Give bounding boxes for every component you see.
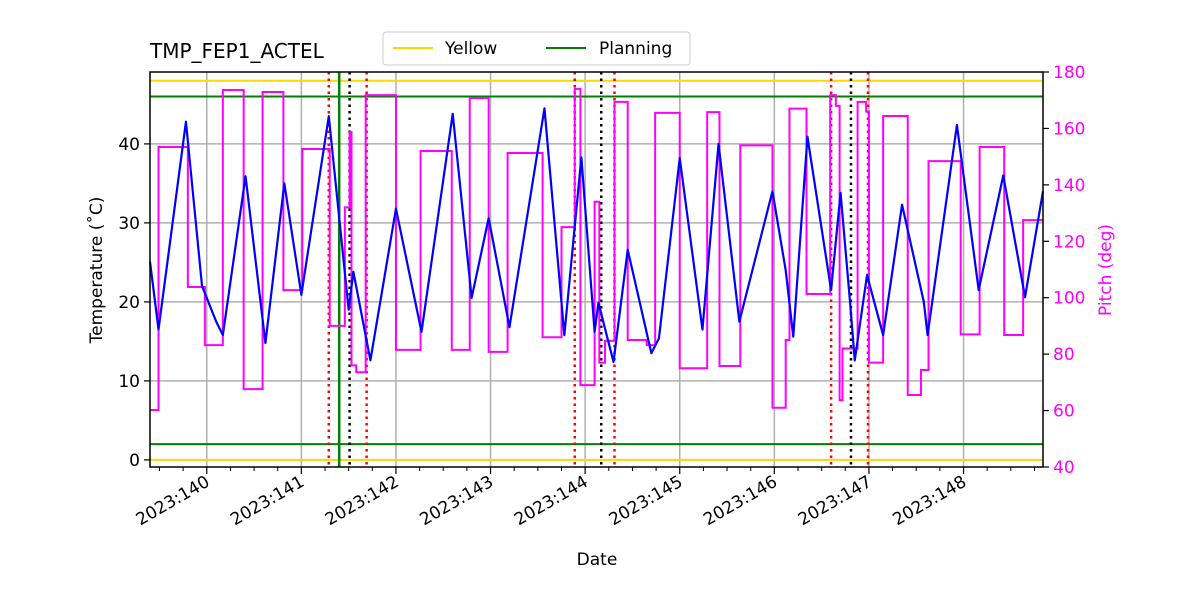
x-tick-label: 2023:145	[606, 472, 687, 530]
legend-label-yellow: Yellow	[444, 39, 497, 59]
y-axis-label: Temperature (˚C)	[86, 197, 107, 345]
pitch-line	[150, 87, 1043, 412]
legend: Yellow Planning	[382, 31, 691, 66]
y-tick-label: 10	[118, 372, 140, 392]
x-tick-label: 2023:146	[700, 472, 781, 530]
legend-label-planning: Planning	[599, 39, 672, 59]
x-tick-label: 2023:143	[417, 472, 498, 530]
x-tick-label: 2023:147	[795, 472, 876, 530]
y-tick-label: 30	[118, 214, 140, 234]
y2-axis-label: Pitch (deg)	[1096, 224, 1116, 316]
x-tick-label: 2023:140	[133, 472, 214, 530]
x-tick-label: 2023:148	[889, 472, 970, 530]
y2-tick-label: 100	[1053, 289, 1085, 309]
y-tick-label: 0	[129, 451, 140, 471]
plot-frame	[149, 71, 1044, 468]
series	[148, 87, 1045, 412]
x-axis-label: Date	[577, 550, 618, 570]
y2-tick-label: 140	[1053, 176, 1085, 196]
temperature-line	[148, 107, 1045, 364]
x-tick-label: 2023:144	[511, 472, 592, 530]
x-tick-label: 2023:142	[322, 472, 403, 530]
y2-tick-label: 180	[1053, 63, 1085, 83]
y-tick-label: 40	[118, 135, 140, 155]
y2-tick-label: 60	[1053, 402, 1075, 422]
legend-box	[382, 31, 691, 66]
y-tick-label: 20	[118, 293, 140, 313]
y2-tick-label: 80	[1053, 345, 1075, 365]
x-tick-label: 2023:141	[227, 472, 308, 530]
y2-tick-label: 120	[1053, 232, 1085, 252]
chart-title: TMP_FEP1_ACTEL	[149, 39, 325, 63]
limit-lines	[150, 79, 1043, 461]
y2-tick-label: 160	[1053, 119, 1085, 139]
y2-tick-label: 40	[1053, 458, 1075, 478]
